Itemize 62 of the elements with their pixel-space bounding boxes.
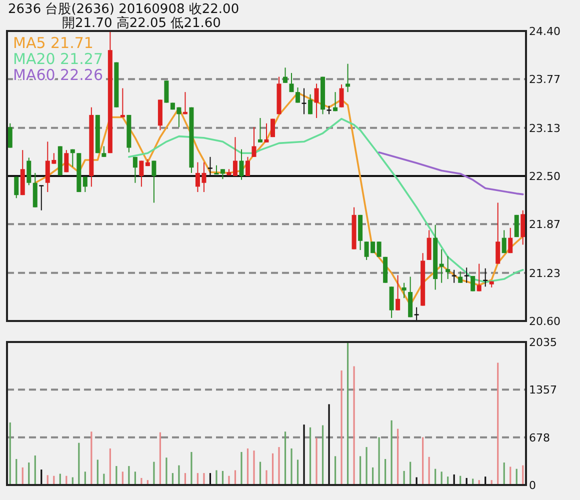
candlestick xyxy=(464,267,469,284)
candlestick xyxy=(70,148,75,168)
y-tick-label: 24.40 xyxy=(529,25,560,38)
candlestick xyxy=(14,176,19,199)
y-tick-label: 22.50 xyxy=(529,170,560,183)
candlestick xyxy=(402,282,406,299)
y-tick-label: 2035 xyxy=(529,336,557,349)
candlestick xyxy=(239,148,244,180)
candlestick xyxy=(289,72,294,93)
candlestick xyxy=(508,227,513,254)
y-tick-label: 21.23 xyxy=(529,266,560,280)
candlestick xyxy=(283,67,288,84)
candlestick xyxy=(296,86,300,104)
text: MA20 21.27 xyxy=(13,50,103,68)
candlestick xyxy=(164,80,169,104)
candlestick xyxy=(252,126,256,158)
y-tick-label: 23.13 xyxy=(529,122,560,135)
chart-subtitle: 開21.70 高22.05 低21.60 xyxy=(62,15,221,31)
text: MA5 21.71 xyxy=(13,34,94,52)
candlestick xyxy=(220,168,225,180)
candlestick xyxy=(8,122,12,148)
candlestick xyxy=(214,164,219,175)
candlestick xyxy=(333,92,338,112)
candlestick xyxy=(308,94,313,115)
candlestick xyxy=(302,88,306,115)
candlestick xyxy=(476,263,482,292)
candlestick xyxy=(82,176,88,193)
candlestick xyxy=(458,270,463,284)
candlestick xyxy=(64,150,69,173)
candlestick xyxy=(389,286,394,318)
candlestick xyxy=(520,210,526,246)
y-tick-label: 20.60 xyxy=(529,315,560,328)
candlestick xyxy=(339,84,344,108)
candlestick xyxy=(132,156,138,184)
y-tick-label: 0 xyxy=(529,479,536,492)
candlestick xyxy=(264,122,269,143)
candlestick xyxy=(396,274,400,311)
candlestick xyxy=(39,184,44,211)
candlestick xyxy=(258,118,262,143)
y-tick-label: 1357 xyxy=(529,384,557,397)
chart-title: 2636 台股(2636) 20160908 收22.00 xyxy=(8,2,240,17)
candlestick xyxy=(502,230,506,254)
y-tick-label: 678 xyxy=(529,431,550,444)
candlestick xyxy=(152,160,156,204)
candlestick xyxy=(439,248,444,284)
candlestick xyxy=(232,136,238,176)
candlestick xyxy=(26,157,32,186)
line-series xyxy=(378,151,524,196)
candlestick xyxy=(452,269,456,284)
candlestick xyxy=(314,83,319,118)
candlestick xyxy=(426,230,432,260)
y-tick-label: 21.87 xyxy=(529,218,560,232)
candlestick xyxy=(346,63,350,93)
candlestick xyxy=(102,146,106,158)
candlestick xyxy=(139,160,144,188)
candlestick xyxy=(376,241,382,258)
y-tick-label: 23.77 xyxy=(529,73,560,86)
candlestick xyxy=(446,256,450,280)
candlestick xyxy=(245,156,250,176)
candlestick xyxy=(496,202,500,264)
line-series xyxy=(128,118,524,283)
candlestick xyxy=(414,306,419,322)
